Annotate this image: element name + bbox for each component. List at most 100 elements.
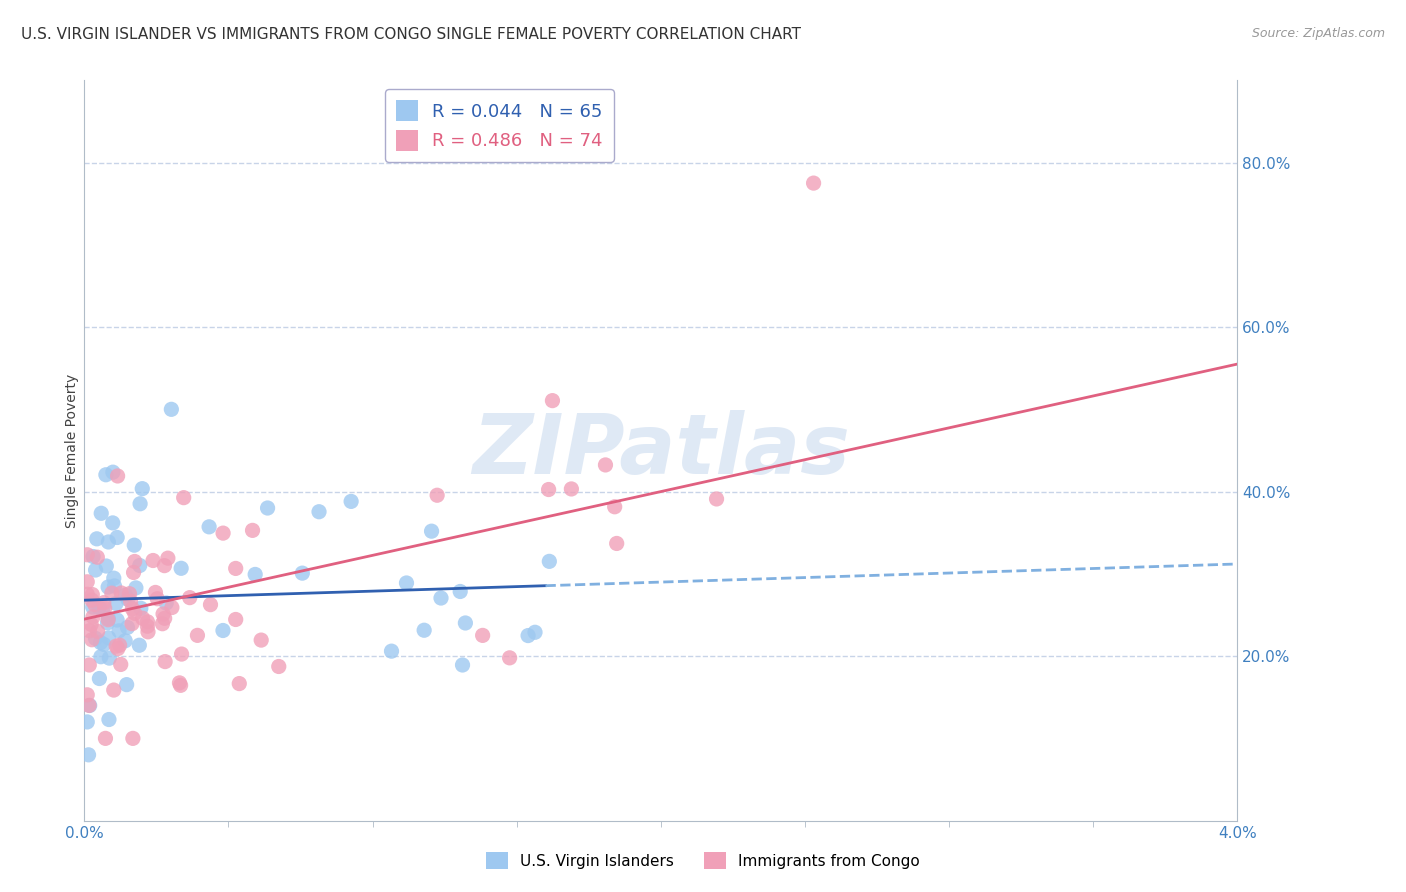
Point: [96, 559, 118, 574]
Point: [103, 683, 125, 698]
Point: [420, 524, 443, 538]
Point: [115, 678, 138, 692]
Point: [101, 516, 124, 530]
Point: [124, 554, 146, 568]
Point: [426, 488, 449, 502]
Point: [170, 647, 193, 661]
Point: [517, 629, 540, 643]
Point: [198, 520, 221, 534]
Point: [243, 567, 266, 582]
Legend: R = 0.044   N = 65, R = 0.486   N = 74: R = 0.044 N = 65, R = 0.486 N = 74: [385, 89, 613, 161]
Point: [340, 494, 363, 508]
Point: [129, 497, 152, 511]
Point: [121, 616, 143, 631]
Text: Source: ZipAtlas.com: Source: ZipAtlas.com: [1251, 27, 1385, 40]
Point: [538, 554, 561, 568]
Point: [471, 628, 494, 642]
Point: [121, 602, 143, 616]
Point: [91, 603, 114, 617]
Point: [225, 612, 247, 626]
Point: [87, 600, 110, 615]
Point: [77, 747, 100, 762]
Point: [122, 731, 145, 746]
Point: [179, 591, 201, 605]
Point: [90, 506, 112, 520]
Point: [524, 625, 547, 640]
Point: [82, 610, 104, 624]
Point: [105, 639, 128, 653]
Point: [76, 714, 98, 729]
Text: ZIPatlas: ZIPatlas: [472, 410, 849, 491]
Point: [80, 617, 103, 632]
Point: [256, 501, 278, 516]
Point: [77, 657, 100, 672]
Point: [108, 624, 131, 638]
Point: [291, 566, 314, 581]
Point: [86, 624, 108, 639]
Point: [93, 601, 115, 615]
Point: [97, 713, 120, 727]
Point: [97, 611, 120, 625]
Point: [152, 616, 174, 631]
Point: [84, 632, 107, 646]
Point: [86, 532, 108, 546]
Point: [110, 586, 132, 600]
Point: [155, 596, 177, 610]
Point: [93, 596, 115, 610]
Point: [498, 650, 520, 665]
Point: [537, 483, 560, 497]
Point: [79, 698, 101, 713]
Point: [97, 631, 120, 645]
Point: [170, 561, 193, 575]
Text: U.S. VIRGIN ISLANDER VS IMMIGRANTS FROM CONGO SINGLE FEMALE POVERTY CORRELATION : U.S. VIRGIN ISLANDER VS IMMIGRANTS FROM …: [21, 27, 801, 42]
Point: [97, 580, 120, 594]
Y-axis label: Single Female Poverty: Single Female Poverty: [65, 374, 79, 527]
Point: [114, 588, 136, 602]
Point: [98, 651, 121, 665]
Point: [90, 635, 112, 649]
Point: [560, 482, 582, 496]
Point: [89, 672, 111, 686]
Point: [77, 698, 100, 713]
Point: [160, 402, 183, 417]
Point: [200, 598, 222, 612]
Point: [82, 588, 104, 602]
Point: [413, 624, 436, 638]
Point: [128, 558, 150, 573]
Point: [108, 638, 131, 652]
Point: [124, 607, 146, 621]
Point: [146, 591, 169, 606]
Point: [101, 465, 124, 479]
Legend: U.S. Virgin Islanders, Immigrants from Congo: U.S. Virgin Islanders, Immigrants from C…: [481, 846, 925, 875]
Point: [125, 581, 148, 595]
Point: [706, 491, 728, 506]
Point: [380, 644, 402, 658]
Point: [142, 553, 165, 567]
Point: [76, 587, 98, 601]
Point: [117, 620, 139, 634]
Point: [105, 531, 128, 545]
Point: [128, 638, 150, 652]
Point: [105, 597, 128, 611]
Point: [228, 676, 250, 690]
Point: [97, 613, 120, 627]
Point: [153, 558, 176, 573]
Point: [118, 587, 141, 601]
Point: [136, 619, 159, 633]
Point: [124, 538, 146, 552]
Point: [94, 731, 117, 746]
Point: [160, 600, 183, 615]
Point: [145, 585, 167, 599]
Point: [80, 593, 103, 607]
Point: [153, 611, 176, 625]
Point: [122, 566, 145, 580]
Point: [93, 637, 115, 651]
Point: [541, 393, 564, 408]
Point: [131, 611, 153, 625]
Point: [136, 615, 159, 629]
Point: [80, 632, 103, 647]
Point: [83, 598, 105, 612]
Point: [84, 563, 107, 577]
Point: [82, 549, 104, 564]
Point: [105, 613, 128, 627]
